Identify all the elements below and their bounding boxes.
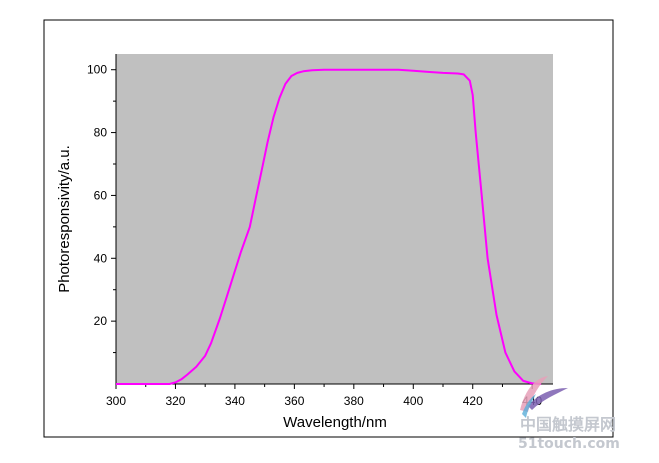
axis-ticks <box>111 69 533 389</box>
watermark-swoosh-icon <box>520 376 548 412</box>
watermark-swoosh-icon-3 <box>522 394 536 418</box>
series-line-0 <box>116 68 542 385</box>
x-tick-label-320: 320 <box>165 394 185 408</box>
x-tick-label-380: 380 <box>344 394 364 408</box>
y-axis-title: Photoresponsivity/a.u. <box>56 145 73 293</box>
x-tick-label-400: 400 <box>403 394 423 408</box>
watermark-logo: 中国触摸屏网 51touch.com <box>518 376 620 452</box>
watermark-swoosh-icon-2 <box>528 388 568 410</box>
plot-area <box>116 54 553 384</box>
x-tick-label-340: 340 <box>225 394 245 408</box>
y-tick-label-40: 40 <box>94 251 108 265</box>
x-tick-label-300: 300 <box>106 394 126 408</box>
y-tick-label-20: 20 <box>94 314 108 328</box>
series-group <box>116 68 542 385</box>
x-axis-title: Wavelength/nm <box>283 414 387 431</box>
y-tick-label-60: 60 <box>94 188 108 202</box>
axes <box>115 54 553 385</box>
y-tick-label-100: 100 <box>87 63 107 77</box>
x-tick-label-420: 420 <box>463 394 483 408</box>
watermark-line1: 中国触摸屏网 <box>520 415 616 434</box>
watermark-line2: 51touch.com <box>518 436 620 452</box>
y-tick-label-80: 80 <box>94 126 108 140</box>
x-tick-label-360: 360 <box>284 394 304 408</box>
tick-labels: 30032034036038040042044020406080100 <box>87 63 543 408</box>
